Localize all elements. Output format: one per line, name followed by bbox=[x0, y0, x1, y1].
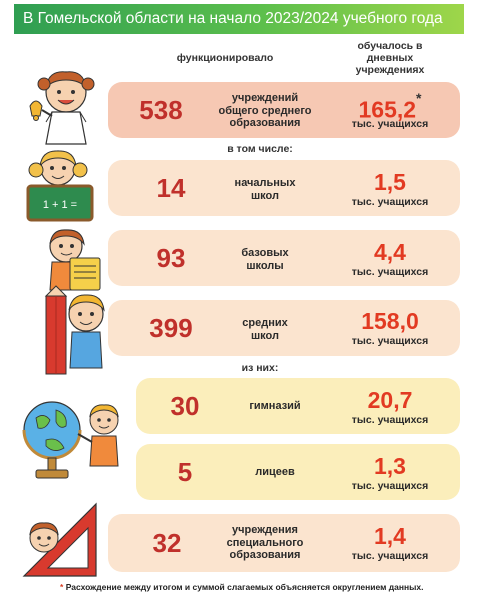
value-text: 165,2 bbox=[358, 96, 417, 123]
label-line: специального bbox=[226, 536, 304, 549]
footnote: * Расхождение между итогом и суммой слаг… bbox=[60, 582, 423, 592]
unit-general-secondary: тыс. учащихся bbox=[351, 118, 429, 130]
label-line: школ bbox=[251, 189, 279, 202]
column-header-students: обучалось в дневных учреждениях bbox=[340, 40, 440, 76]
label-line: общего среднего bbox=[218, 104, 312, 117]
value-secondary-schools: 158,0 bbox=[361, 308, 419, 334]
page-title: В Гомельской области на начало 2023/2024… bbox=[14, 4, 464, 34]
boy-with-ruler-icon bbox=[22, 502, 97, 577]
value-general-secondary: 165,2* bbox=[335, 90, 445, 123]
label-line: школы bbox=[246, 259, 284, 272]
count-general-secondary: 538 bbox=[139, 95, 183, 125]
label-line: начальных bbox=[234, 177, 296, 189]
unit-secondary-schools: тыс. учащихся bbox=[351, 335, 429, 347]
row-secondary-schools bbox=[108, 300, 460, 356]
row-lyceums bbox=[136, 444, 460, 500]
row-primary-schools bbox=[108, 160, 460, 216]
girl-with-bell-icon bbox=[29, 71, 95, 145]
label-lyceums: лицеев bbox=[255, 466, 295, 478]
footnote-asterisk: * bbox=[60, 582, 64, 592]
count-special-education: 32 bbox=[152, 528, 182, 558]
label-line: базовых bbox=[241, 247, 289, 259]
svg-text:1 + 1 =: 1 + 1 = bbox=[43, 199, 77, 211]
value-lyceums: 1,3 bbox=[374, 453, 406, 479]
boy-with-globe-icon bbox=[22, 401, 119, 479]
column-header-students-line3: учреждениях bbox=[355, 64, 425, 76]
column-header-functioning: функционировало bbox=[176, 52, 274, 64]
row-special-education bbox=[108, 514, 460, 572]
value-basic-schools: 4,4 bbox=[374, 239, 406, 265]
label-general-secondary: учреждений общего среднего образования bbox=[205, 92, 325, 130]
row-basic-schools bbox=[108, 230, 460, 286]
label-line: школ bbox=[251, 329, 279, 342]
value-gymnasiums: 20,7 bbox=[367, 387, 413, 413]
unit-basic-schools: тыс. учащихся bbox=[351, 266, 429, 278]
column-header-students-line2: дневных bbox=[366, 52, 414, 64]
girl-with-book-icon bbox=[49, 229, 101, 291]
count-primary-schools: 14 bbox=[156, 173, 186, 203]
count-gymnasiums: 30 bbox=[170, 391, 200, 421]
footnote-text: Расхождение между итогом и суммой слагае… bbox=[65, 582, 424, 592]
count-lyceums: 5 bbox=[177, 457, 193, 487]
value-special-education: 1,4 bbox=[374, 523, 406, 549]
label-secondary-schools: средних школ bbox=[205, 317, 325, 342]
count-secondary-schools: 399 bbox=[149, 313, 193, 343]
label-special-education: учреждения специального образования bbox=[205, 524, 325, 562]
label-line: средних bbox=[242, 317, 288, 329]
unit-primary-schools: тыс. учащихся bbox=[351, 196, 429, 208]
label-primary-schools: начальных школ bbox=[205, 177, 325, 202]
label-line: учреждения bbox=[232, 524, 298, 536]
label-basic-schools: базовых школы bbox=[205, 247, 325, 272]
label-line: образования bbox=[229, 117, 301, 129]
unit-gymnasiums: тыс. учащихся bbox=[351, 414, 429, 426]
row-gymnasiums bbox=[136, 378, 460, 434]
value-primary-schools: 1,5 bbox=[374, 169, 406, 195]
boy-with-pencil-icon bbox=[44, 285, 105, 375]
girl-at-blackboard-icon: 1 + 1 = bbox=[26, 150, 94, 222]
label-line: учреждений bbox=[231, 92, 299, 104]
separator-of-them: из них: bbox=[241, 362, 279, 374]
asterisk-mark: * bbox=[416, 90, 422, 106]
label-line: образования bbox=[229, 549, 301, 561]
unit-lyceums: тыс. учащихся bbox=[351, 480, 429, 492]
column-header-students-line1: обучалось в bbox=[357, 40, 423, 52]
label-gymnasiums: гимназий bbox=[249, 400, 301, 412]
row-general-secondary bbox=[108, 82, 460, 138]
separator-including: в том числе: bbox=[227, 143, 293, 155]
unit-special-education: тыс. учащихся bbox=[351, 550, 429, 562]
count-basic-schools: 93 bbox=[156, 243, 186, 273]
